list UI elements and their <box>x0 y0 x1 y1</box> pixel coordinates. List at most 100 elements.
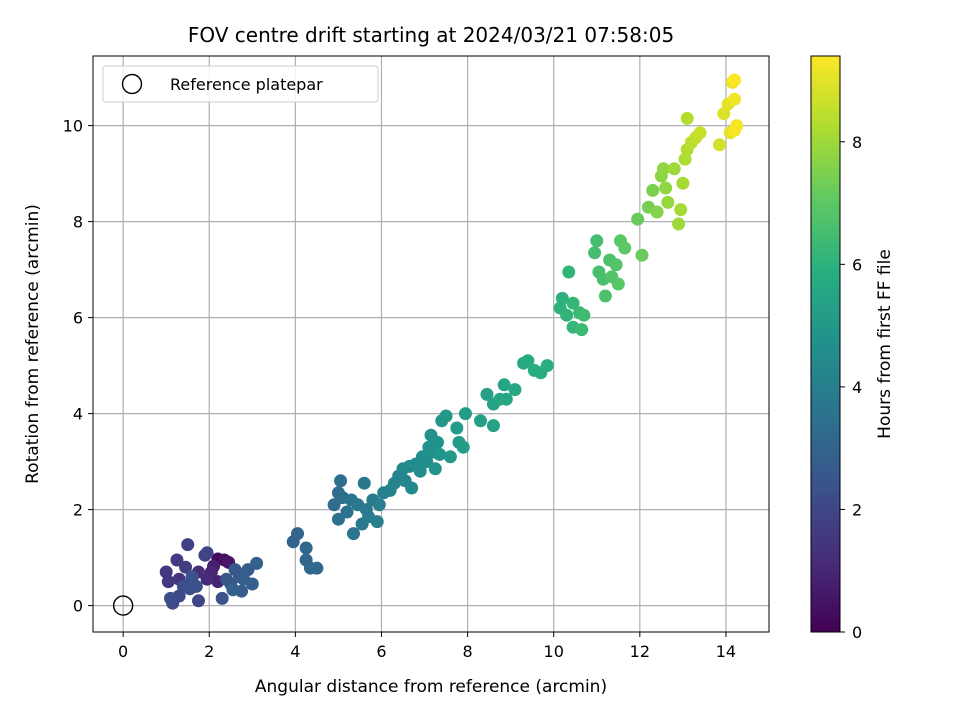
legend: Reference platepar <box>102 65 379 103</box>
y-tick-label: 10 <box>63 117 83 136</box>
colorbar-tick-label: 8 <box>852 133 862 152</box>
data-point <box>430 435 444 449</box>
x-axis-title: Angular distance from reference (arcmin) <box>255 677 607 697</box>
data-point <box>486 419 500 433</box>
data-point <box>200 572 214 586</box>
data-point <box>310 561 324 575</box>
data-point <box>590 234 604 248</box>
x-tick-label: 10 <box>544 642 564 661</box>
colorbar-tick-label: 4 <box>852 378 862 397</box>
y-axis-title: Rotation from reference (arcmin) <box>23 204 43 484</box>
data-point <box>200 546 214 560</box>
data-point <box>540 359 554 373</box>
data-point <box>728 123 742 137</box>
colorbar-title: Hours from first FF file <box>875 249 895 439</box>
x-tick-label: 4 <box>290 642 300 661</box>
data-point <box>611 277 625 291</box>
data-point <box>618 241 632 255</box>
x-tick-label: 12 <box>630 642 650 661</box>
data-point <box>456 440 470 454</box>
data-point <box>170 553 184 567</box>
legend-label: Reference platepar <box>170 75 323 94</box>
colorbar-tick-label: 0 <box>852 623 862 642</box>
x-tick-label: 14 <box>716 642 736 661</box>
data-point <box>508 383 522 397</box>
data-point <box>661 195 675 209</box>
data-point <box>474 414 488 428</box>
data-point <box>164 591 178 605</box>
y-tick-label: 2 <box>73 501 83 520</box>
data-point <box>334 474 348 488</box>
data-point <box>672 217 686 231</box>
data-point <box>646 183 660 197</box>
data-point <box>555 291 569 305</box>
y-tick-label: 8 <box>73 213 83 232</box>
data-points <box>159 73 744 610</box>
colorbar-ticks: 0 2 4 6 8 <box>840 133 862 642</box>
data-point <box>372 498 386 512</box>
data-point <box>728 73 742 87</box>
colorbar-gradient <box>810 55 841 633</box>
x-tick-label: 2 <box>204 642 214 661</box>
data-point <box>433 447 447 461</box>
data-point <box>159 565 173 579</box>
data-point <box>676 176 690 190</box>
reference-point <box>112 595 134 616</box>
y-tick-label: 0 <box>73 597 83 616</box>
data-point <box>346 527 360 541</box>
data-point <box>650 205 664 219</box>
colorbar-tick-label: 2 <box>852 500 862 519</box>
data-point <box>635 248 649 262</box>
colorbar-tick-label: 6 <box>852 255 862 274</box>
data-point <box>370 515 384 529</box>
y-axis-ticks: 0 2 4 6 8 10 <box>63 117 93 616</box>
data-point <box>575 323 589 337</box>
data-point <box>450 421 464 435</box>
y-tick-label: 4 <box>73 405 83 424</box>
data-point <box>191 594 205 608</box>
data-point <box>693 126 707 140</box>
data-point <box>226 583 240 597</box>
data-point <box>480 387 494 401</box>
data-point <box>413 464 427 478</box>
data-point <box>357 476 371 490</box>
chart-title: FOV centre drift starting at 2024/03/21 … <box>188 23 674 47</box>
data-point <box>631 212 645 226</box>
data-point <box>428 462 442 476</box>
legend-box <box>102 65 379 103</box>
data-point <box>598 289 612 303</box>
x-tick-label: 6 <box>376 642 386 661</box>
reference-layer <box>112 595 134 616</box>
data-point <box>657 162 671 176</box>
grid <box>93 56 769 632</box>
data-point <box>566 296 580 310</box>
data-point <box>443 450 457 464</box>
data-point <box>291 527 305 541</box>
data-point <box>181 538 195 552</box>
data-point <box>667 162 681 176</box>
data-point <box>499 392 513 406</box>
data-point <box>299 541 313 555</box>
data-point <box>340 505 354 519</box>
data-point <box>577 308 591 322</box>
data-point <box>562 265 576 279</box>
plot-frame <box>92 55 770 633</box>
data-point <box>588 246 602 260</box>
data-point <box>560 308 574 322</box>
x-axis-ticks: 0 2 4 6 8 10 12 14 <box>118 632 736 661</box>
data-point <box>327 498 341 512</box>
data-point <box>250 556 264 570</box>
y-tick-label: 6 <box>73 309 83 328</box>
data-point <box>659 181 673 195</box>
data-point <box>712 138 726 152</box>
legend-marker-icon <box>121 73 143 95</box>
x-tick-label: 8 <box>463 642 473 661</box>
data-point <box>420 455 434 469</box>
data-point <box>245 577 259 591</box>
data-point <box>521 354 535 368</box>
data-point <box>185 570 199 584</box>
data-point <box>405 481 419 495</box>
data-point <box>458 407 472 421</box>
colorbar: 0 2 4 6 8 Hours from first FF file <box>810 55 895 642</box>
